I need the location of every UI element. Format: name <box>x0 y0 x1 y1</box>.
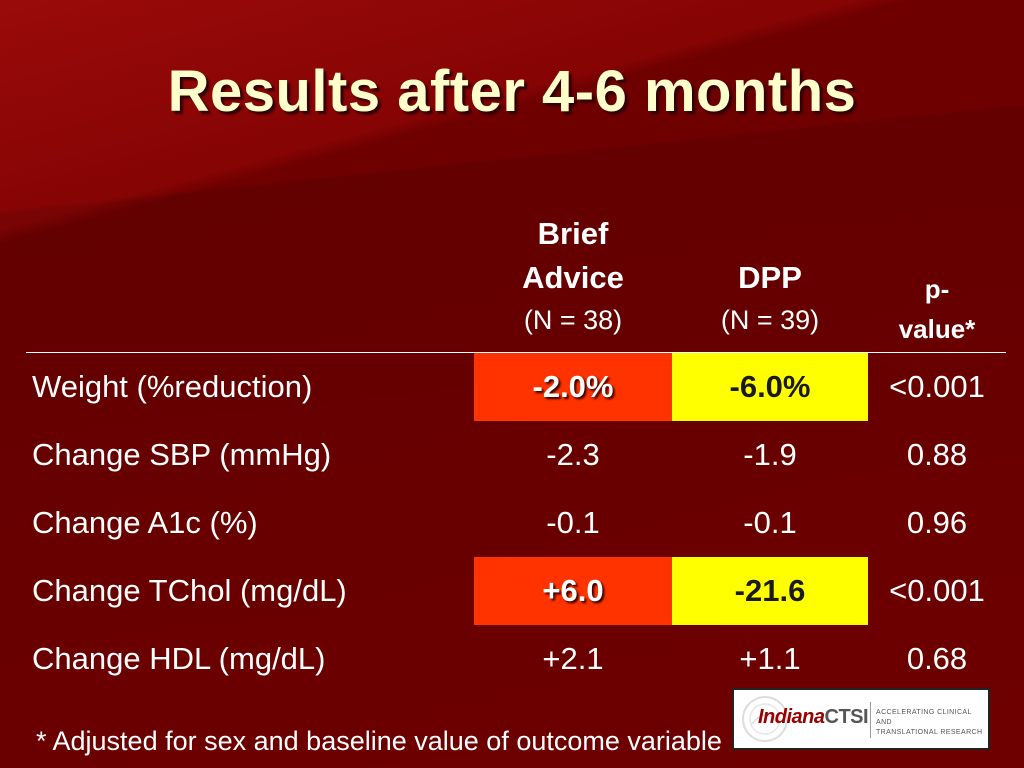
logo-name-ctsi: CTSI <box>824 706 869 728</box>
row-label: Change HDL (mg/dL) <box>32 641 326 676</box>
logo-divider <box>870 702 871 738</box>
cell-pvalue: <0.001 <box>889 369 985 404</box>
table-row: Change SBP (mmHg) -2.3 -1.9 0.88 <box>26 421 1006 489</box>
row-label: Change TChol (mg/dL) <box>32 573 347 608</box>
cell-dpp: +1.1 <box>739 641 801 676</box>
cell-dpp: -0.1 <box>743 505 797 540</box>
row-label: Change A1c (%) <box>32 505 258 540</box>
table-row: Change A1c (%) -0.1 -0.1 0.96 <box>26 489 1006 557</box>
cell-brief-advice: -0.1 <box>546 505 600 540</box>
cell-brief-advice-value: +6.0 <box>542 573 604 608</box>
logo-tagline: ACCELERATING CLINICAL AND TRANSLATIONAL … <box>876 708 986 738</box>
header-dpp-label: DPP <box>738 260 802 295</box>
cell-brief-advice: +6.0 <box>474 557 672 625</box>
cell-brief-advice-value: -2.0% <box>532 369 614 404</box>
seal-icon <box>742 696 788 742</box>
header-pvalue-line1: p- <box>924 274 950 304</box>
indiana-ctsi-logo: IndianaCTSI ACCELERATING CLINICAL AND TR… <box>732 688 990 750</box>
footnote: * Adjusted for sex and baseline value of… <box>36 726 722 756</box>
header-empty-cell <box>26 200 474 353</box>
cell-dpp: -6.0% <box>672 352 868 421</box>
logo-name-indiana: Indiana <box>758 706 825 728</box>
logo-tagline-line1: ACCELERATING CLINICAL AND <box>876 709 972 726</box>
table-row: Change TChol (mg/dL) +6.0 -21.6 <0.001 <box>26 557 1006 625</box>
cell-pvalue: 0.88 <box>906 437 968 472</box>
table-row: Change HDL (mg/dL) +2.1 +1.1 0.68 <box>26 625 1006 693</box>
row-label: Change SBP (mmHg) <box>32 437 332 472</box>
cell-pvalue: <0.001 <box>889 573 985 608</box>
header-dpp: DPP (N = 39) <box>672 200 868 353</box>
header-brief-advice: Brief Advice (N = 38) <box>474 200 672 353</box>
cell-pvalue: 0.96 <box>906 505 968 540</box>
table-row: Weight (%reduction) -2.0% -6.0% <0.001 <box>26 352 1006 421</box>
cell-dpp: -1.9 <box>743 437 797 472</box>
logo-tagline-line2: TRANSLATIONAL RESEARCH <box>876 729 983 736</box>
cell-pvalue: 0.68 <box>906 641 968 676</box>
cell-dpp: -21.6 <box>672 557 868 625</box>
header-brief-advice-line2: Advice <box>522 260 624 295</box>
cell-brief-advice: -2.0% <box>474 352 672 421</box>
cell-brief-advice: -2.3 <box>546 437 600 472</box>
cell-brief-advice: +2.1 <box>542 641 604 676</box>
header-brief-advice-line1: Brief <box>537 216 609 251</box>
header-dpp-n: (N = 39) <box>720 305 820 335</box>
logo-wordmark: IndianaCTSI <box>758 706 869 729</box>
header-pvalue: p- value* <box>868 200 1006 353</box>
slide-title: Results after 4-6 months <box>167 59 857 124</box>
header-pvalue-line2: value* <box>898 314 976 344</box>
header-brief-advice-n: (N = 38) <box>523 305 623 335</box>
results-table: Brief Advice (N = 38) DPP (N = 39) p- va… <box>26 200 1006 693</box>
table-header-row: Brief Advice (N = 38) DPP (N = 39) p- va… <box>26 200 1006 353</box>
row-label: Weight (%reduction) <box>32 369 313 404</box>
